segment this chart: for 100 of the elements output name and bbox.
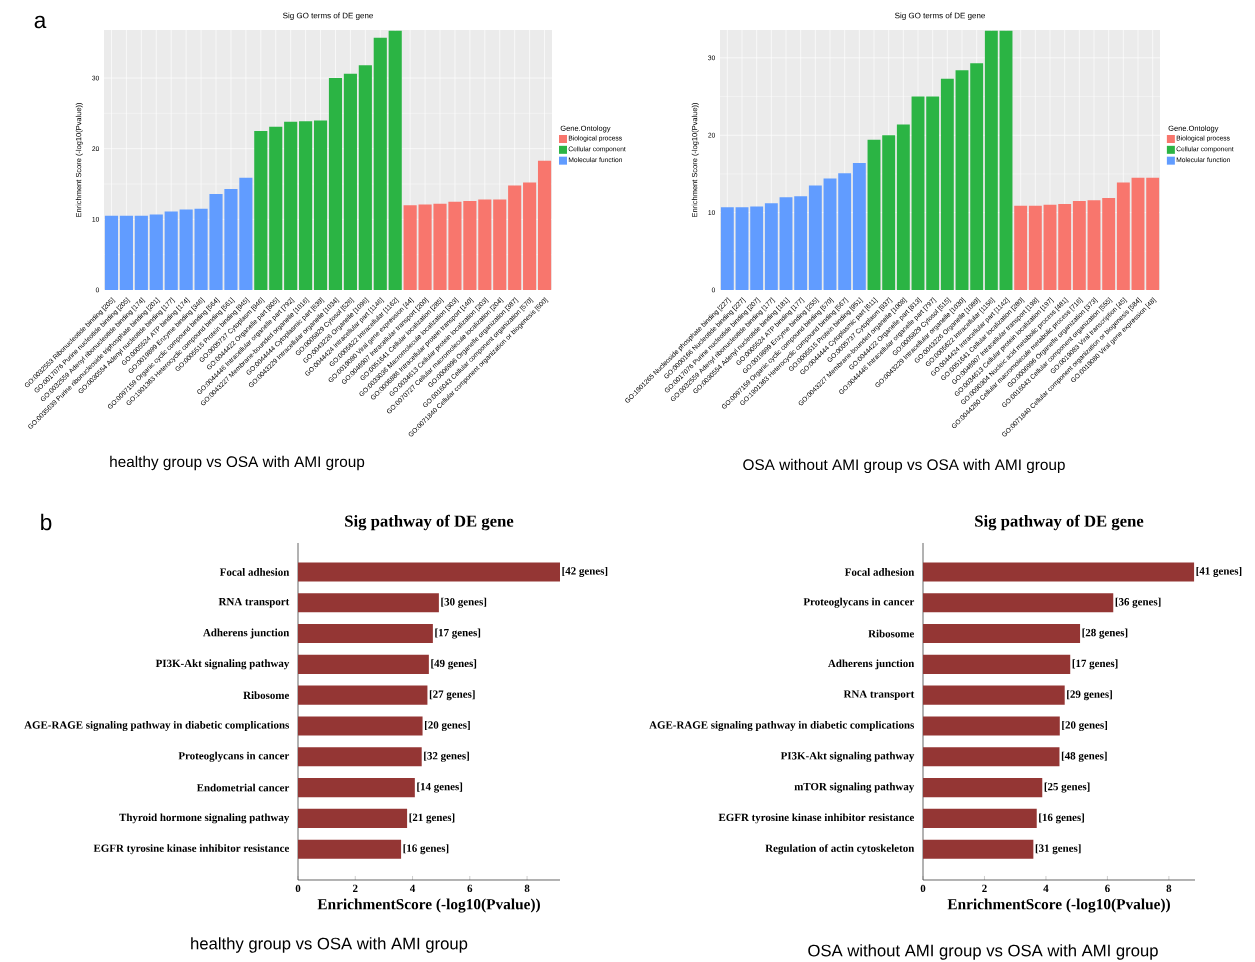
bar: [493, 199, 507, 290]
bar: [298, 624, 433, 644]
bar: [328, 78, 343, 290]
bar: [403, 205, 417, 290]
bar: [254, 131, 268, 290]
chart-title: Sig GO terms of DE gene: [895, 12, 985, 20]
bar: [923, 624, 1081, 644]
bar: [852, 163, 866, 290]
text: healthy group vs OSA with AMI group: [110, 455, 365, 471]
bar: [119, 215, 133, 290]
annotation: [16 genes]: [1039, 813, 1084, 824]
bar: [1116, 182, 1130, 290]
annotation: [21 genes]: [409, 813, 455, 824]
bar: [923, 562, 1195, 582]
bar: [955, 70, 969, 290]
bar: [923, 808, 1037, 828]
bar: [298, 808, 408, 828]
bar: [298, 685, 428, 705]
x-tick-label: 8: [1166, 884, 1172, 893]
bar: [1131, 177, 1145, 290]
bar: [298, 654, 429, 674]
y-tick-label: Thyroid hormone signaling pathway: [119, 813, 290, 824]
y-tick-label: RNA transport: [843, 690, 915, 700]
y-tick-label: mTOR signaling pathway: [794, 782, 915, 793]
bar: [720, 207, 734, 290]
x-tick-label: 6: [1105, 884, 1110, 893]
bar: [508, 185, 522, 290]
chart-title: Sig pathway of DE gene: [975, 514, 1144, 531]
y-tick-label: Proteoglycans in cancer: [803, 597, 915, 608]
bar: [1058, 204, 1072, 290]
bar: [1087, 200, 1101, 290]
annotation: [32 genes]: [424, 751, 469, 762]
x-axis-title: EnrichmentScore (-log10(Pvalue)): [947, 898, 1170, 913]
x-tick-label: 8: [524, 884, 530, 893]
y-tick-label: EGFR tyrosine kinase inhibitor resistance: [93, 844, 290, 855]
bar: [1014, 205, 1028, 290]
bar: [923, 839, 1034, 859]
bar: [1102, 197, 1116, 290]
bar: [923, 654, 1071, 674]
text: healthy group vs OSA with AMI group: [191, 937, 468, 953]
bar: [358, 65, 372, 290]
bar: [940, 78, 954, 290]
annotation: [30 genes]: [441, 597, 487, 608]
bar: [269, 126, 283, 290]
y-tick-label: Ribosome: [243, 691, 290, 700]
y-tick-label: Focal adhesion: [844, 568, 915, 576]
bar: [179, 209, 193, 290]
annotation: [49 genes]: [431, 659, 477, 670]
y-tick-label: Focal adhesion: [219, 568, 290, 576]
y-tick-label: PI3K-Akt signaling pathway: [155, 659, 290, 670]
bar: [298, 593, 439, 613]
annotation: [48 genes]: [1061, 751, 1107, 762]
annotation: [29 genes]: [1067, 690, 1112, 701]
bar: [537, 160, 552, 290]
bar: [808, 185, 822, 290]
text: OSA without AMI group vs OSA with AMI group: [808, 944, 1158, 960]
bar: [923, 685, 1065, 705]
x-axis-title: EnrichmentScore (-log10(Pvalue)): [317, 898, 540, 913]
bar: [882, 135, 896, 290]
bar: [149, 214, 163, 290]
bar: [923, 778, 1043, 798]
text: b: [41, 513, 52, 531]
x-tick-label: 2: [353, 884, 358, 892]
y-tick-label: Ribosome: [868, 629, 915, 638]
bar: [823, 178, 837, 290]
y-tick-label: Adherens junction: [828, 659, 915, 670]
y-tick-label: AGE-RAGE signaling pathway in diabetic complications: [24, 720, 290, 731]
annotation: [42 genes]: [562, 566, 608, 577]
y-tick-label: EGFR tyrosine kinase inhibitor resistance: [718, 813, 915, 824]
annotation: [14 genes]: [417, 782, 463, 793]
bar: [838, 173, 852, 290]
bar: [104, 215, 119, 290]
bar: [923, 593, 1114, 613]
bar: [896, 124, 910, 290]
x-tick-label: 2: [982, 884, 987, 892]
bar: [284, 121, 298, 290]
y-tick-label: RNA transport: [218, 597, 290, 608]
annotation: [28 genes]: [1082, 628, 1128, 639]
bar: [298, 562, 561, 582]
x-tick-label: 0: [295, 884, 301, 893]
y-tick-label: Proteoglycans in cancer: [178, 751, 290, 762]
bar: [478, 199, 492, 290]
bar: [911, 96, 925, 290]
x-tick-label: 4: [409, 884, 416, 892]
bar: [313, 120, 328, 290]
bar: [735, 207, 749, 290]
y-tick-label: Endometrial cancer: [196, 783, 290, 792]
x-tick-label: 0: [920, 884, 926, 893]
bar: [1028, 205, 1042, 290]
bar: [867, 139, 881, 290]
y-tick-label: Adherens junction: [203, 628, 290, 639]
x-tick-label: 4: [1043, 884, 1049, 892]
bar: [1072, 201, 1086, 290]
annotation: [17 genes]: [1072, 659, 1118, 670]
bar: [923, 716, 1060, 736]
chart-title: Sig pathway of DE gene: [345, 514, 514, 531]
bar: [750, 206, 764, 290]
bar: [388, 30, 402, 290]
y-tick-label: AGE-RAGE signaling pathway in diabetic complications: [649, 720, 915, 731]
bar: [299, 121, 313, 290]
